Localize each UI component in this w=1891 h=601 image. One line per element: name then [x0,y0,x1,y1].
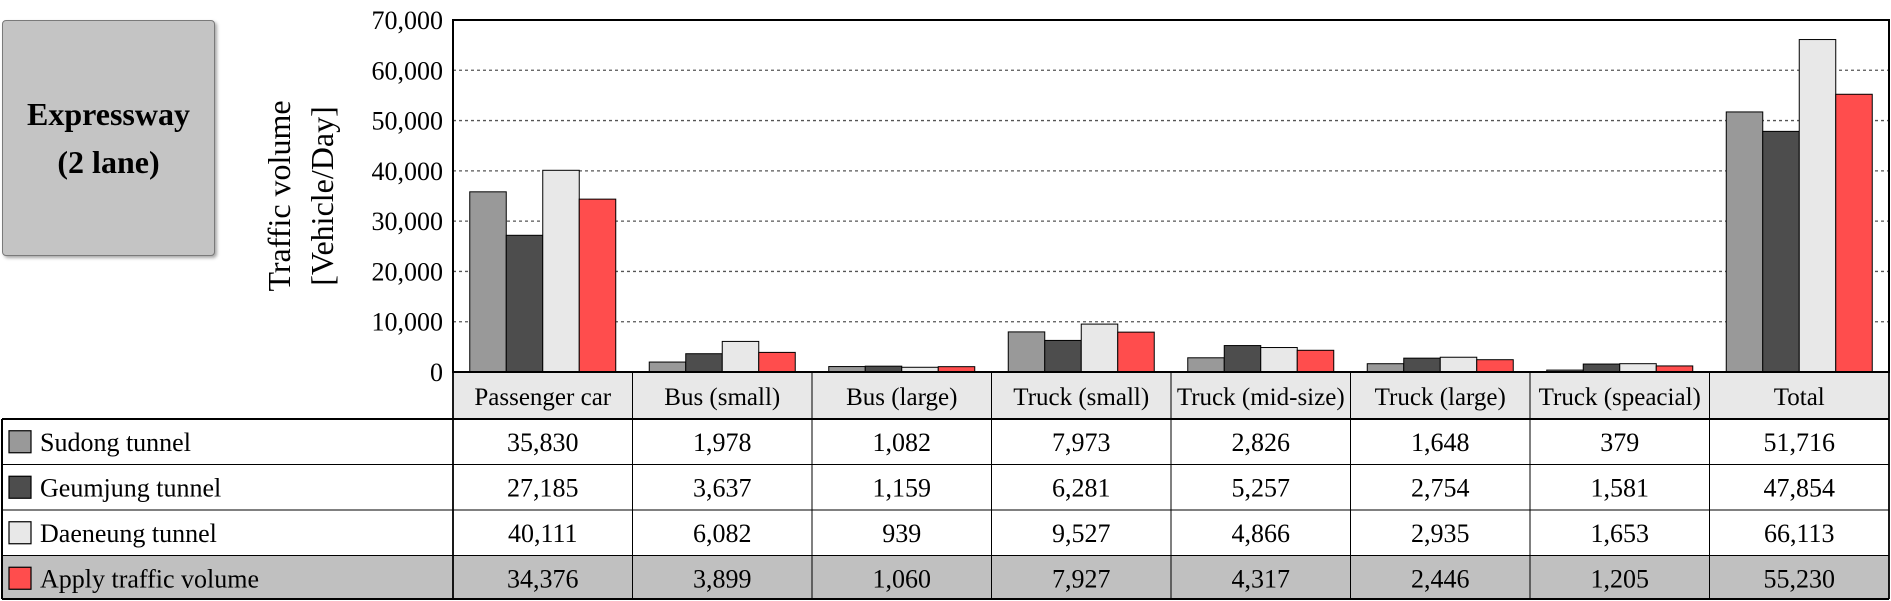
y-tick-label: 30,000 [372,207,444,236]
table-cell: 6,281 [1052,473,1111,502]
series-name: Daeneung tunnel [40,519,217,548]
badge-line-2: (2 lane) [57,144,160,180]
bar-3-7 [1619,363,1657,373]
bar-1-1 [469,191,507,373]
category-label: Truck (speacial) [1539,384,1701,411]
category-label: Total [1774,384,1825,411]
table-cell: 47,854 [1764,473,1836,502]
series-name: Geumjung tunnel [40,473,221,502]
bar-2-4 [1044,339,1082,373]
y-tick-label: 60,000 [372,56,444,85]
table-cell: 2,446 [1411,564,1470,593]
highlight-row-background [2,555,1889,599]
bar-3-2 [721,340,760,373]
badge-line-1: Expressway [27,96,190,132]
category-label: Truck (large) [1375,384,1506,411]
y-tick-label: 0 [430,358,443,387]
table-cell: 4,317 [1232,564,1291,593]
table-cell: 1,648 [1411,428,1470,457]
category-label: Bus (small) [664,384,780,411]
table-cell: 939 [882,519,921,548]
table-cell: 1,082 [873,428,932,457]
y-tick-label: 70,000 [372,6,444,35]
y-tick-label: 40,000 [372,157,444,186]
y-tick-label: 10,000 [372,308,444,337]
bar-4-5 [1296,349,1335,373]
table-cell: 3,637 [693,473,752,502]
category-label: Passenger car [474,384,611,411]
bar-1-5 [1187,357,1225,373]
bar-4-2 [758,351,796,373]
y-axis-title-line-2: [Vehicle/Day] [304,106,340,285]
table-cell: 1,653 [1591,519,1650,548]
bar-3-4 [1080,323,1119,373]
table-cell: 2,826 [1232,428,1291,457]
table-cell: 40,111 [508,519,578,548]
table-cell: 51,716 [1764,428,1836,457]
y-tick-label: 20,000 [372,257,444,286]
bar-2-7 [1582,363,1621,373]
bar-2-1 [505,234,544,373]
table-cell: 9,527 [1052,519,1111,548]
bar-1-6 [1366,363,1405,373]
series-name: Apply traffic volume [40,564,259,593]
table-cell: 1,159 [873,473,932,502]
table-cell: 6,082 [693,519,752,548]
table-cell: 379 [1600,428,1639,457]
y-axis-title-line-1: Traffic volume [261,100,297,291]
table-cell: 1,978 [693,428,752,457]
expressway-badge: Expressway (2 lane) [2,20,215,256]
table-cell: 7,927 [1052,564,1111,593]
legend-swatch-4 [8,566,32,590]
table-cell: 66,113 [1764,519,1835,548]
plot-frame [452,19,1890,373]
table-cell: 34,376 [507,564,579,593]
legend-swatch-3 [8,521,32,545]
category-label: Truck (mid-size) [1177,384,1345,411]
table-cell: 1,581 [1591,473,1650,502]
table-cell: 3,899 [693,564,752,593]
category-label: Bus (large) [846,384,957,411]
table-cell: 2,754 [1411,473,1470,502]
category-label: Truck (small) [1013,384,1149,411]
y-tick-label: 50,000 [372,107,444,136]
series-name: Sudong tunnel [40,428,191,457]
bar-3-5 [1260,347,1298,373]
bar-2-2 [685,353,723,373]
bar-4-4 [1117,331,1155,373]
table-cell: 27,185 [507,473,579,502]
bar-4-6 [1476,359,1514,373]
bar-1-2 [648,361,687,373]
table-cell: 2,935 [1411,519,1470,548]
bar-3-1 [542,169,580,373]
table-cell: 4,866 [1232,519,1291,548]
bar-2-5 [1223,345,1262,373]
bar-4-1 [578,198,617,373]
table-cell: 7,973 [1052,428,1111,457]
bar-2-8 [1762,130,1800,373]
bar-3-8 [1798,39,1837,373]
bar-1-8 [1725,111,1764,373]
legend-swatch-1 [8,430,32,454]
legend-swatch-2 [8,475,32,499]
bar-4-8 [1835,93,1873,373]
table-cell: 1,060 [873,564,932,593]
table-cell: 35,830 [507,428,579,457]
bar-2-6 [1403,357,1441,373]
table-cell: 1,205 [1591,564,1650,593]
table-cell: 5,257 [1232,473,1291,502]
table-cell: 55,230 [1764,564,1836,593]
bar-3-6 [1439,356,1478,373]
bar-1-4 [1007,331,1046,373]
